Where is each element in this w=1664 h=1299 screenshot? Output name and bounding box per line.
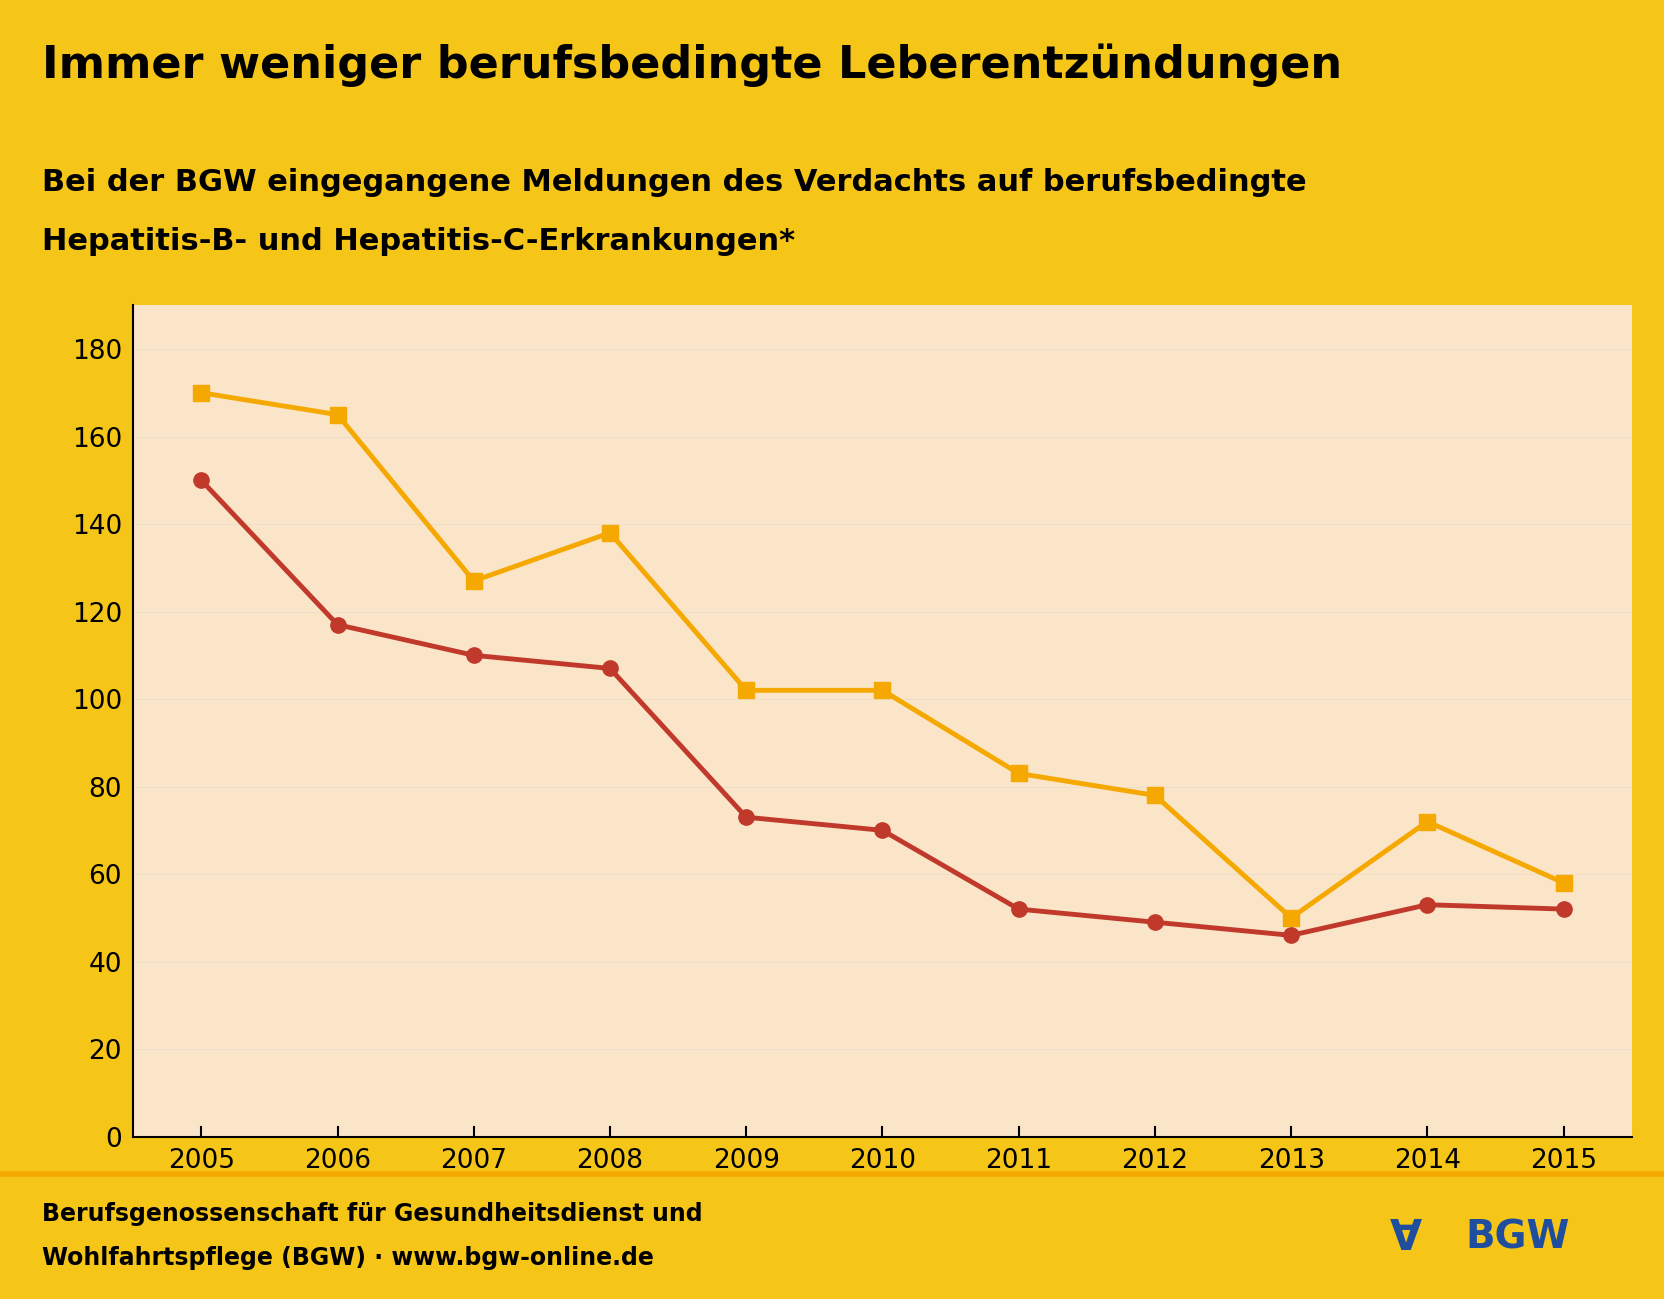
Text: * meldeplichtige Fälle: * meldeplichtige Fälle [1138, 603, 1366, 624]
Text: BGW: BGW [1464, 1218, 1569, 1256]
Text: Berufsgenossenschaft für Gesundheitsdienst und: Berufsgenossenschaft für Gesundheitsdien… [42, 1203, 702, 1226]
Text: Ɐ: Ɐ [1389, 1217, 1421, 1259]
Text: Hepatitis-B- und Hepatitis-C-Erkrankungen*: Hepatitis-B- und Hepatitis-C-Erkrankunge… [42, 227, 794, 256]
Text: Bei der BGW eingegangene Meldungen des Verdachts auf berufsbedingte: Bei der BGW eingegangene Meldungen des V… [42, 168, 1306, 196]
Text: Wohlfahrtspflege (BGW) · www.bgw-online.de: Wohlfahrtspflege (BGW) · www.bgw-online.… [42, 1246, 652, 1270]
Text: Hepatitis C: Hepatitis C [1138, 494, 1283, 520]
Text: Hepatitis B: Hepatitis B [1138, 409, 1283, 435]
Text: Immer weniger berufsbedingte Leberentzündungen: Immer weniger berufsbedingte Leberentzün… [42, 43, 1341, 87]
